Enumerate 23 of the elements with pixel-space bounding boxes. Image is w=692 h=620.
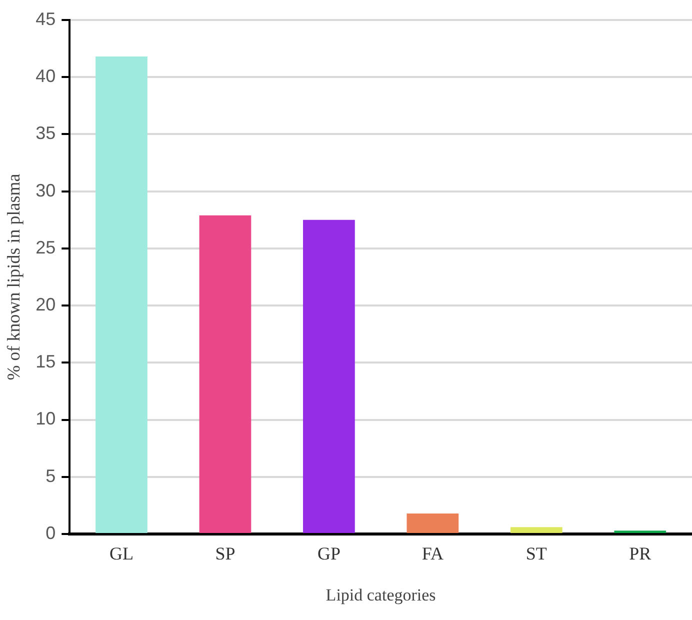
x-tick-label: PR — [629, 544, 652, 564]
y-tick-label: 5 — [46, 466, 56, 486]
y-tick-label: 40 — [36, 66, 56, 86]
y-axis-title: % of known lipids in plasma — [4, 174, 24, 380]
y-tick-label: 25 — [36, 237, 56, 258]
bar — [406, 513, 459, 533]
x-tick-label: GL — [109, 544, 134, 564]
y-tick-label: 20 — [36, 294, 56, 315]
bar — [510, 527, 562, 533]
y-tick-label: 10 — [36, 408, 56, 429]
x-tick-label: SP — [215, 544, 236, 564]
x-axis-title: Lipid categories — [326, 585, 436, 604]
x-tick-label: GP — [317, 544, 340, 564]
bar — [96, 56, 148, 533]
y-tick-label: 30 — [36, 180, 56, 200]
x-tick-label: FA — [422, 544, 444, 564]
y-tick-label: 15 — [36, 352, 56, 372]
bar — [199, 215, 252, 533]
y-tick-label: 45 — [36, 8, 56, 29]
y-tick-label: 0 — [46, 522, 56, 543]
bar — [303, 220, 355, 533]
x-tick-label: ST — [526, 544, 547, 564]
y-tick-label: 35 — [36, 123, 56, 144]
